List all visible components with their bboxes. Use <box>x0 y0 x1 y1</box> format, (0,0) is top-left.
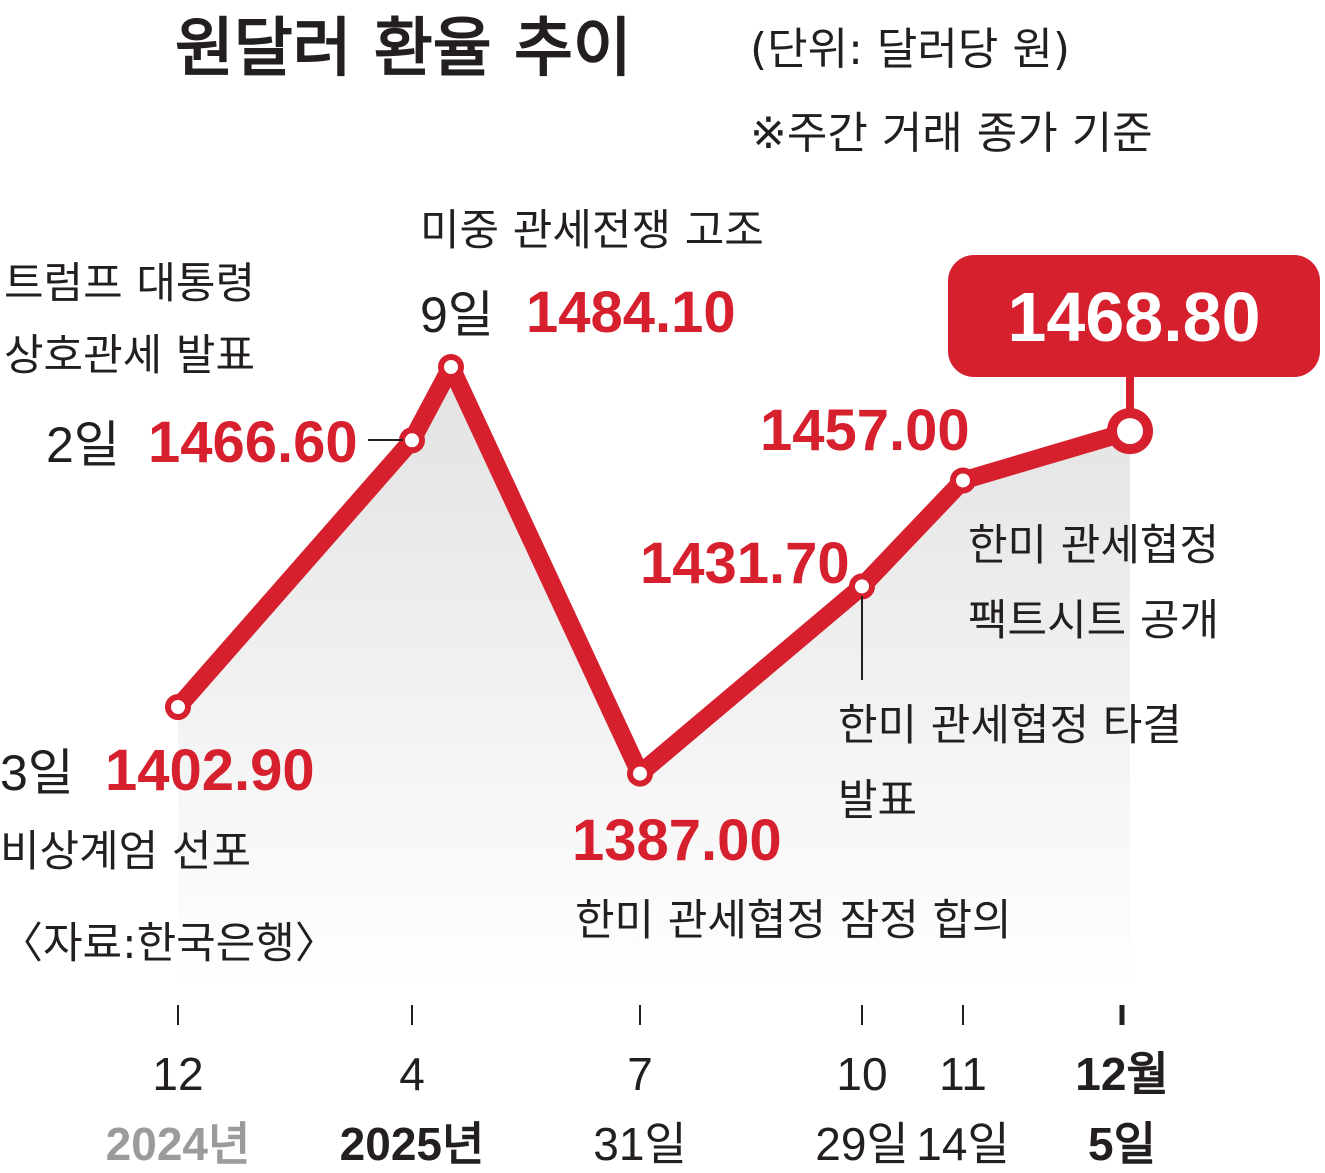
value-label-3: 1387.00 <box>572 808 782 873</box>
event-label-5b: 팩트시트 공개 <box>968 596 1219 646</box>
highlight-callout <box>948 255 1320 377</box>
source-label: 〈자료:한국은행〉 <box>0 919 338 969</box>
x-tick-month-3: 10 <box>836 1048 887 1100</box>
value-label-1: 1466.60 <box>148 410 358 475</box>
area-fill <box>178 367 1130 990</box>
data-point-5 <box>950 467 976 494</box>
x-tick-sub-3: 29일 <box>815 1118 909 1170</box>
event-label-0: 비상계엄 선포 <box>0 827 251 877</box>
event-label-5a: 한미 관세협정 <box>968 521 1219 571</box>
data-point-6 <box>1107 408 1153 455</box>
basis-note: ※주간 거래 종가 기준 <box>750 108 1153 159</box>
day-label-0: 3일 <box>0 745 74 801</box>
x-tick-month-2: 7 <box>627 1048 653 1100</box>
value-label-5: 1457.00 <box>760 398 970 463</box>
x-axis: 12 2024년 4 2025년 7 31일 10 29일 11 14일 12월 5일 <box>106 1005 1169 1170</box>
highlight-value: 1468.80 <box>1007 278 1260 356</box>
event-label-4a: 한미 관세협정 타결 <box>838 701 1182 751</box>
x-tick-sub-4: 14일 <box>916 1118 1010 1170</box>
value-label-0: 1402.90 <box>105 738 315 803</box>
data-point-3 <box>627 760 653 787</box>
event-label-3: 한미 관세협정 잠정 합의 <box>575 896 1012 946</box>
x-tick-month-4: 11 <box>939 1048 987 1100</box>
x-tick-sub-2: 31일 <box>593 1118 687 1170</box>
value-label-4: 1431.70 <box>640 531 850 596</box>
event-label-2: 미중 관세전쟁 고조 <box>420 206 764 256</box>
x-tick-month-5: 12월 <box>1075 1048 1169 1100</box>
day-label-2: 9일 <box>420 287 494 343</box>
event-label-4b: 발표 <box>838 776 917 826</box>
event-label-1a: 트럼프 대통령 <box>4 259 255 309</box>
data-point-2 <box>438 354 464 380</box>
unit-label: (단위: 달러당 원) <box>750 24 1070 75</box>
event-label-1b: 상호관세 발표 <box>4 331 255 381</box>
data-point-4 <box>849 573 875 600</box>
value-label-2: 1484.10 <box>526 280 736 345</box>
chart-title: 원달러 환율 추이 <box>175 12 632 86</box>
x-tick-month-1: 4 <box>399 1048 425 1100</box>
x-tick-sub-0: 2024년 <box>106 1118 251 1170</box>
x-tick-month-0: 12 <box>152 1048 203 1100</box>
data-point-0 <box>165 694 191 720</box>
data-point-1 <box>399 427 425 454</box>
day-label-1: 2일 <box>46 417 120 473</box>
x-tick-sub-1: 2025년 <box>340 1118 485 1170</box>
x-tick-sub-5: 5일 <box>1088 1118 1156 1170</box>
